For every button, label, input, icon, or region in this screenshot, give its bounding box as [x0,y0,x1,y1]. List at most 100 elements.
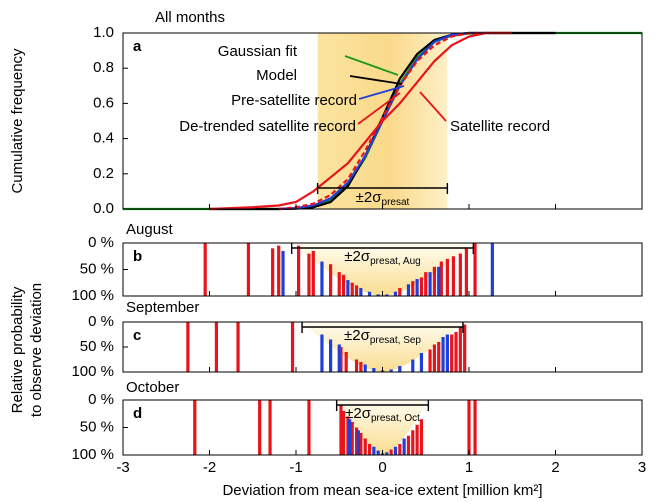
bar [350,282,354,296]
y-tick-label: 0.2 [93,165,114,182]
y-tick-label: 0 % [88,234,114,251]
sigma-subscript: presat, Sep [370,335,422,346]
sigma-symbol: ±2σ [344,248,371,265]
bar [320,334,324,372]
x-tick-label: 0 [378,459,386,476]
bar [398,366,402,372]
legend-pointer [349,75,403,85]
bar [268,400,272,455]
bar [464,248,469,296]
sigma-symbol: ±2σ [344,327,371,344]
legend-label: Gaussian fit [218,43,298,60]
sigma-label: ±2σpresat, Sep [344,327,421,346]
bar [186,322,190,372]
bar [458,327,462,372]
sigma-bracket [335,400,430,411]
panel-letter: c [133,327,141,344]
panel-title: October [126,379,179,396]
bar [376,450,380,455]
bar [432,266,436,296]
bar [490,243,494,296]
bar [367,291,372,296]
bar [346,416,350,455]
bar [428,349,432,372]
bar [258,400,262,455]
sigma-bracket [301,322,464,333]
bar [311,250,315,296]
x-tick-label: 2 [551,459,559,476]
y-axis-label: Cumulative frequency [9,48,26,194]
bar [385,294,389,296]
panel-letter: a [133,38,142,55]
panel-title: August [126,221,174,238]
bar [359,288,363,296]
bar [415,279,419,296]
bar [473,243,477,296]
sigma-shade [302,322,463,372]
y-axis-label: Relative probability [9,286,26,413]
y-tick-label: 100 % [71,363,114,380]
bar [432,344,436,372]
bar [467,400,471,455]
bar [290,322,295,372]
bar [411,281,415,296]
legend-pointer [344,55,399,76]
panel-title: September [126,299,199,316]
x-tick-label: -2 [203,459,216,476]
bar [203,243,207,296]
panel: ±2σpresat, Aug 0 % 50 % 100 % August b [71,221,643,304]
bar [329,264,333,296]
bar [424,272,428,296]
legend-pointer [358,85,405,100]
bar [354,285,359,296]
sigma-subscript: presat, Aug [370,256,421,267]
bar [359,433,363,455]
bar [419,277,424,296]
sigma-symbol: ±2σ [345,405,372,422]
bar [193,400,197,455]
bar [463,324,467,372]
bar [406,435,411,455]
bar [339,405,343,455]
bar [372,446,376,455]
x-tick-label: 3 [638,459,646,476]
y-tick-label: 100 % [71,446,114,463]
bar [307,253,311,296]
bar [307,400,311,455]
bar [350,422,354,455]
panel-title: All months [155,9,225,26]
bar [296,245,301,296]
bar [277,245,281,296]
bar [450,334,454,372]
bar [406,284,411,296]
sigma-bracket [290,243,475,254]
sigma-shade [336,400,429,455]
x-tick-label: -3 [116,459,129,476]
bar [439,261,443,296]
y-tick-label: 0 % [88,313,114,330]
x-tick-label: -1 [289,459,302,476]
bar [389,449,393,455]
x-axis-label: Deviation from mean sea-ice extent [mill… [222,482,542,499]
bar [389,369,393,372]
legend-pointer [357,92,401,125]
sigma-subscript: presat [382,197,410,208]
y-axis-label: to observe deviation [28,283,45,417]
y-tick-label: 50 % [80,418,114,435]
panel: ±2σpresat, Oct-3 -2 -1 0 1 2 30 %50 %100 %Octo… [9,283,646,499]
bar [402,438,406,455]
bar [281,250,285,296]
bar [451,256,456,296]
bar [441,337,445,372]
bar [393,446,398,455]
panel-letter: d [133,405,142,422]
bar [344,352,348,372]
sigma-symbol: ±2σ [356,189,383,206]
legend-pointer [419,91,447,122]
sigma-bracket [316,183,449,194]
panel: Gaussian fit Model Pre-satellite record De-… [9,9,643,217]
bar [398,288,402,296]
bar [246,243,251,296]
sigma-label: ±2σpresat, Aug [344,248,420,267]
